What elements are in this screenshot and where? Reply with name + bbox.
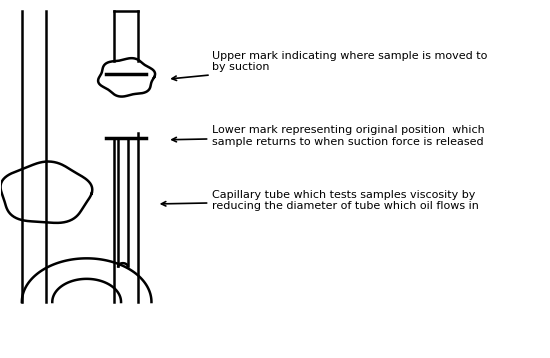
Text: Capillary tube which tests samples viscosity by
reducing the diameter of tube wh: Capillary tube which tests samples visco… bbox=[161, 190, 479, 211]
Text: Lower mark representing original position  which
sample returns to when suction : Lower mark representing original positio… bbox=[172, 125, 485, 147]
Text: Upper mark indicating where sample is moved to
by suction: Upper mark indicating where sample is mo… bbox=[172, 50, 488, 81]
